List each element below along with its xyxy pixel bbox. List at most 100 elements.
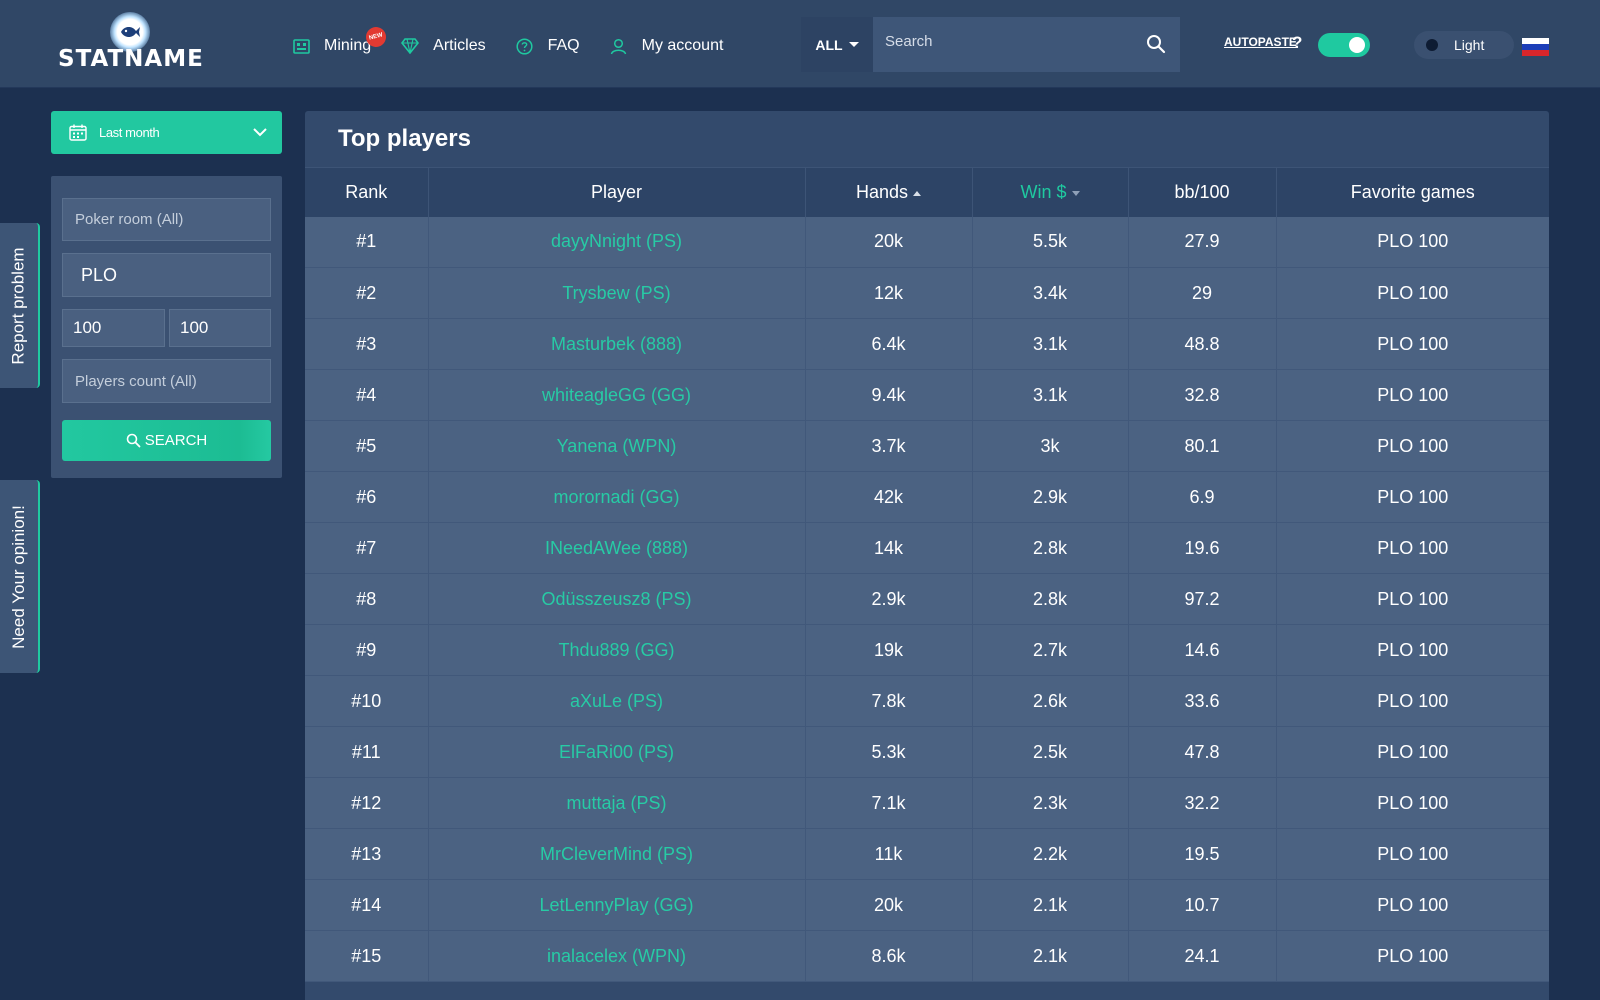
column-player[interactable]: Player	[428, 167, 806, 217]
site-logo[interactable]: STATNAME	[58, 12, 203, 76]
nav-my-account[interactable]: My account	[610, 37, 723, 55]
autopaste-help-icon[interactable]: ?	[1292, 33, 1303, 52]
cell-player[interactable]: MrCleverMind (PS)	[428, 828, 806, 880]
cell-player[interactable]: INeedAWee (888)	[428, 522, 806, 574]
table-row: #9 Thdu889 (GG) 19k 2.7k 14.6 PLO 100	[305, 624, 1549, 676]
cell-favorite-games: PLO 100	[1276, 369, 1549, 421]
cell-player[interactable]: LetLennyPlay (GG)	[428, 879, 806, 931]
nav-faq[interactable]: FAQ	[516, 37, 580, 55]
table-row: #11 ElFaRi00 (PS) 5.3k 2.5k 47.8 PLO 100	[305, 726, 1549, 778]
cell-hands: 3.7k	[805, 420, 973, 472]
cell-bb100: 27.9	[1128, 216, 1277, 268]
user-icon	[610, 37, 628, 55]
cell-player[interactable]: inalacelex (WPN)	[428, 930, 806, 982]
question-circle-icon	[516, 37, 534, 55]
column-win[interactable]: Win $	[972, 167, 1129, 217]
top-players-table: Rank Player Hands Win $ bb/100 Favorite …	[305, 167, 1549, 982]
cell-rank: #12	[305, 777, 429, 829]
cell-win: 2.7k	[972, 624, 1129, 676]
flag-stripe-blue	[1522, 44, 1549, 50]
period-select[interactable]: Last month	[51, 111, 282, 154]
table-row: #3 Masturbek (888) 6.4k 3.1k 48.8 PLO 100	[305, 318, 1549, 370]
cell-player[interactable]: Odüsszeusz8 (PS)	[428, 573, 806, 625]
search-scope-select[interactable]: ALL	[801, 17, 873, 72]
nav-faq-label: FAQ	[547, 37, 580, 54]
cell-player[interactable]: Trysbew (PS)	[428, 267, 806, 319]
cell-win: 3.4k	[972, 267, 1129, 319]
filter-panel: SEARCH	[51, 176, 282, 478]
table-row: #13 MrCleverMind (PS) 11k 2.2k 19.5 PLO 100	[305, 828, 1549, 880]
poker-room-input[interactable]	[62, 198, 271, 241]
table-row: #12 muttaja (PS) 7.1k 2.3k 32.2 PLO 100	[305, 777, 1549, 829]
cell-bb100: 33.6	[1128, 675, 1277, 727]
caret-down-icon	[848, 42, 859, 47]
feedback-tab[interactable]: Need Your opinion!	[0, 480, 40, 673]
table-row: #8 Odüsszeusz8 (PS) 2.9k 2.8k 97.2 PLO 100	[305, 573, 1549, 625]
table-row: #2 Trysbew (PS) 12k 3.4k 29 PLO 100	[305, 267, 1549, 319]
cell-hands: 8.6k	[805, 930, 973, 982]
report-problem-label: Report problem	[9, 246, 29, 365]
cell-win: 5.5k	[972, 216, 1129, 268]
nav-articles[interactable]: Articles	[401, 37, 486, 55]
cell-player[interactable]: whiteagleGG (GG)	[428, 369, 806, 421]
cell-win: 2.9k	[972, 471, 1129, 523]
report-problem-tab[interactable]: Report problem	[0, 223, 40, 388]
nav-mining[interactable]: Mining NEW	[292, 24, 389, 55]
top-players-panel: Top players Rank Player Hands Win $ bb/1…	[305, 111, 1549, 1000]
game-input[interactable]	[62, 253, 271, 297]
search-icon[interactable]	[1146, 34, 1166, 54]
search-button[interactable]: SEARCH	[62, 420, 271, 461]
cell-win: 2.1k	[972, 879, 1129, 931]
cell-bb100: 19.6	[1128, 522, 1277, 574]
cell-hands: 19k	[805, 624, 973, 676]
cell-favorite-games: PLO 100	[1276, 471, 1549, 523]
cell-bb100: 32.8	[1128, 369, 1277, 421]
limit-min-input[interactable]	[62, 309, 165, 347]
cell-hands: 20k	[805, 879, 973, 931]
cell-player[interactable]: ElFaRi00 (PS)	[428, 726, 806, 778]
cell-win: 2.2k	[972, 828, 1129, 880]
theme-dot-icon	[1426, 39, 1438, 51]
cell-player[interactable]: dayyNnight (PS)	[428, 216, 806, 268]
cell-favorite-games: PLO 100	[1276, 777, 1549, 829]
theme-switch[interactable]: Light	[1414, 31, 1514, 59]
cell-bb100: 32.2	[1128, 777, 1277, 829]
search-input[interactable]	[873, 17, 1180, 72]
cell-favorite-games: PLO 100	[1276, 267, 1549, 319]
column-favorite-games[interactable]: Favorite games	[1276, 167, 1549, 217]
chevron-down-icon	[253, 128, 267, 137]
cell-rank: #5	[305, 420, 429, 472]
cell-bb100: 19.5	[1128, 828, 1277, 880]
cell-player[interactable]: Thdu889 (GG)	[428, 624, 806, 676]
cell-favorite-games: PLO 100	[1276, 420, 1549, 472]
column-rank[interactable]: Rank	[305, 167, 429, 217]
cell-hands: 7.8k	[805, 675, 973, 727]
cell-bb100: 80.1	[1128, 420, 1277, 472]
autopaste-link[interactable]: AUTOPASTE	[1224, 35, 1297, 49]
search-icon	[126, 433, 141, 448]
cell-favorite-games: PLO 100	[1276, 624, 1549, 676]
cell-bb100: 14.6	[1128, 624, 1277, 676]
cell-player[interactable]: muttaja (PS)	[428, 777, 806, 829]
nav-articles-label: Articles	[433, 37, 486, 54]
cell-rank: #1	[305, 216, 429, 268]
cell-player[interactable]: Masturbek (888)	[428, 318, 806, 370]
flag-stripe-red	[1522, 50, 1549, 56]
cell-favorite-games: PLO 100	[1276, 216, 1549, 268]
language-flag-icon[interactable]	[1522, 38, 1549, 56]
column-hands[interactable]: Hands	[805, 167, 973, 217]
table-header-row: Rank Player Hands Win $ bb/100 Favorite …	[305, 167, 1549, 217]
table-row: #4 whiteagleGG (GG) 9.4k 3.1k 32.8 PLO 100	[305, 369, 1549, 421]
nav-mining-label: Mining	[324, 37, 372, 54]
cell-player[interactable]: Yanena (WPN)	[428, 420, 806, 472]
toggle-knob	[1349, 37, 1365, 53]
cell-rank: #13	[305, 828, 429, 880]
cell-player[interactable]: morornadi (GG)	[428, 471, 806, 523]
limit-max-input[interactable]	[169, 309, 271, 347]
column-bb100[interactable]: bb/100	[1128, 167, 1277, 217]
autopaste-toggle[interactable]	[1318, 33, 1370, 57]
cell-win: 3k	[972, 420, 1129, 472]
cell-player[interactable]: aXuLe (PS)	[428, 675, 806, 727]
players-count-input[interactable]	[62, 359, 271, 403]
cell-rank: #8	[305, 573, 429, 625]
